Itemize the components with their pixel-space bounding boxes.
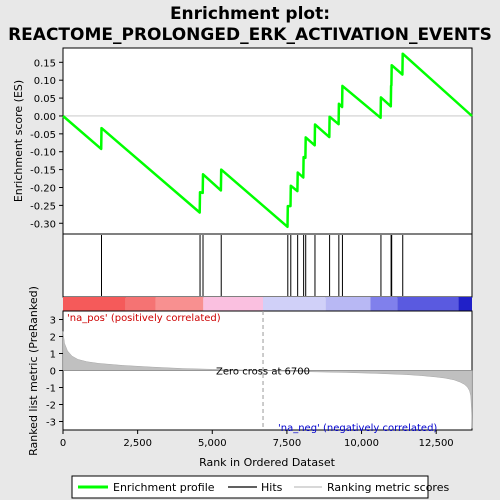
color-bar-segment <box>263 297 326 311</box>
rank-ytick-label: 1 <box>50 350 56 361</box>
ranking-color-bar <box>63 297 472 311</box>
negative-correlation-label: 'na_neg' (negatively correlated) <box>278 423 437 434</box>
color-bar-segment <box>155 297 204 311</box>
ranking-metric-area <box>62 331 473 429</box>
rank-xtick-label: 5,000 <box>198 438 227 449</box>
rank-ylabel: Ranked list metric (PreRanked) <box>27 286 40 456</box>
es-ytick-label: 0.15 <box>34 58 56 69</box>
enrichment-profile-line <box>62 52 473 229</box>
rank-ytick-label: -1 <box>46 384 56 395</box>
color-bar-segment <box>325 297 371 311</box>
chart-title-line1: Enrichment plot: <box>170 4 330 24</box>
color-bar-segment <box>63 297 126 311</box>
es-ytick-label: -0.10 <box>30 148 56 159</box>
rank-ytick-label: -3 <box>46 418 56 429</box>
rank-xtick-label: 2,500 <box>123 438 152 449</box>
color-bar-segment <box>125 297 156 311</box>
es-ytick-label: -0.05 <box>30 130 56 141</box>
rank-xtick-label: 7,500 <box>273 438 302 449</box>
legend-hits-label: Hits <box>261 481 283 494</box>
es-ytick-label: 0.10 <box>34 76 56 87</box>
es-ytick-label: 0.05 <box>34 94 56 105</box>
rank-xtick-label: 12,500 <box>419 438 454 449</box>
es-plot-area <box>62 47 473 235</box>
chart-title-line2: REACTOME_PROLONGED_ERK_ACTIVATION_EVENTS <box>8 25 492 45</box>
legend-enrichment-label: Enrichment profile <box>113 481 215 494</box>
rank-xlabel: Rank in Ordered Dataset <box>199 456 336 469</box>
rank-ytick-label: -2 <box>46 401 56 412</box>
rank-xtick-label: 0 <box>60 438 66 449</box>
rank-xtick-label: 10,000 <box>344 438 379 449</box>
es-ytick-label: 0.00 <box>34 112 56 123</box>
color-bar-segment <box>458 297 472 311</box>
color-bar-segment <box>397 297 459 311</box>
legend-ranking-label: Ranking metric scores <box>327 481 449 494</box>
es-ytick-label: -0.20 <box>30 184 56 195</box>
es-ylabel: Enrichment score (ES) <box>12 80 25 202</box>
rank-ytick-label: 3 <box>50 316 56 327</box>
es-ytick-label: -0.25 <box>30 201 56 212</box>
es-ytick-label: -0.30 <box>30 219 56 230</box>
color-bar-segment <box>203 297 264 311</box>
rank-ytick-label: 0 <box>50 367 56 378</box>
rank-ytick-label: 2 <box>50 333 56 344</box>
positive-correlation-label: 'na_pos' (positively correlated) <box>67 313 221 324</box>
color-bar-segment <box>370 297 398 311</box>
zero-cross-label: Zero cross at 6700 <box>216 367 310 378</box>
es-ytick-label: -0.15 <box>30 166 56 177</box>
hits-panel <box>62 233 473 298</box>
